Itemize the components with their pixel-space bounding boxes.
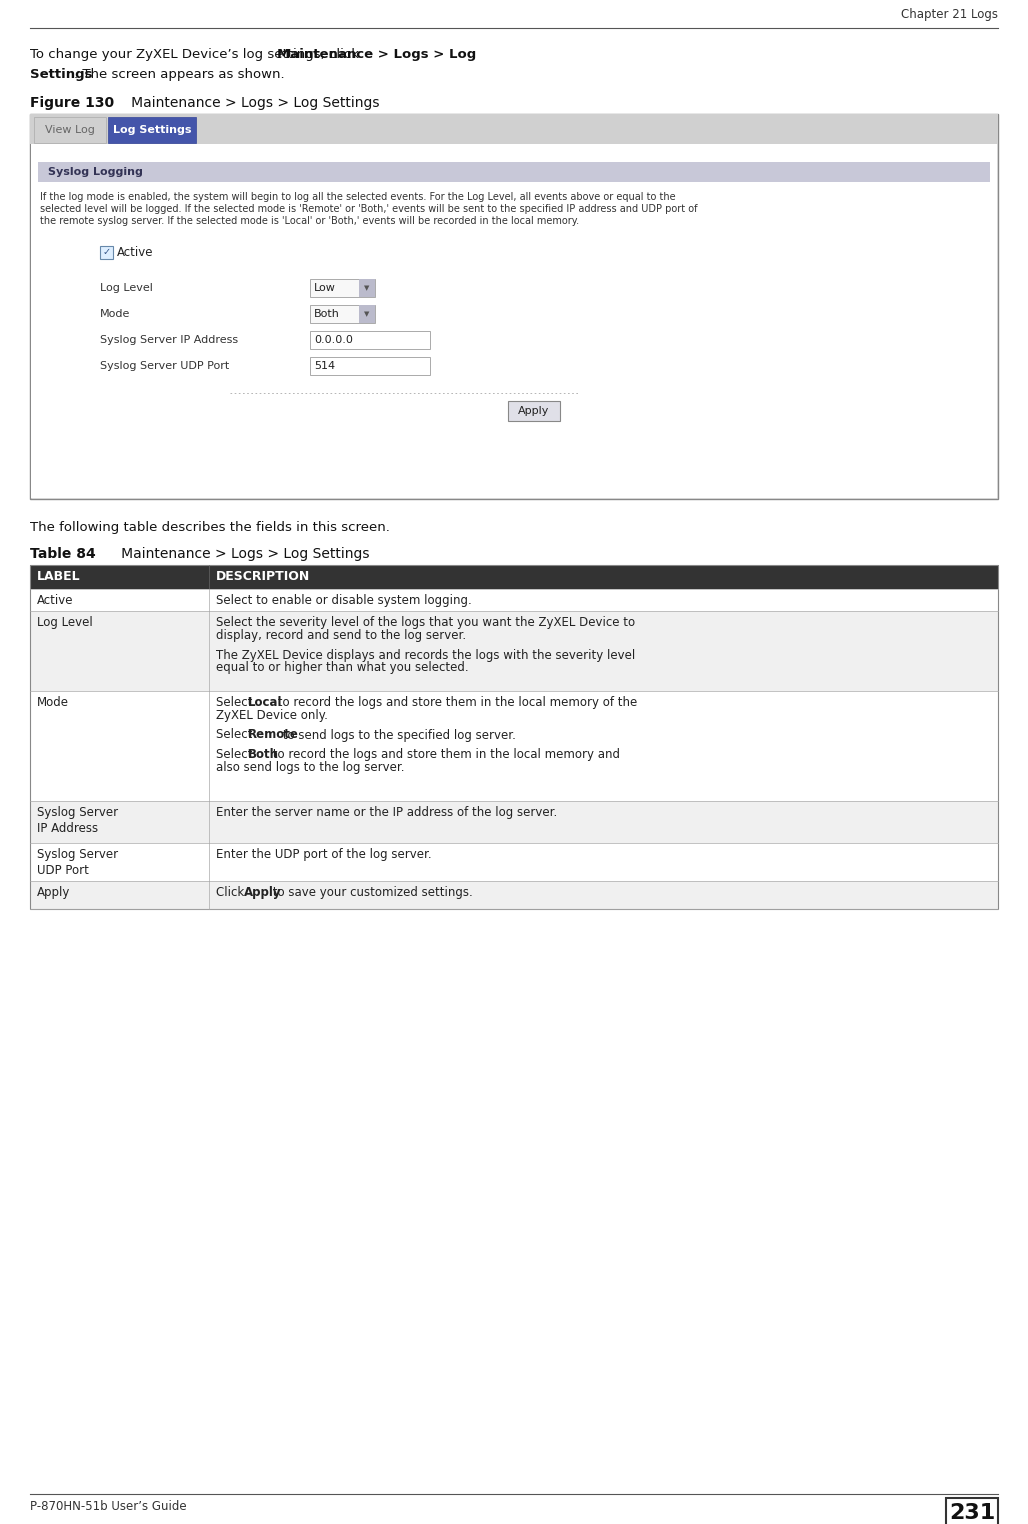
Text: Low: Low	[314, 283, 336, 293]
Bar	[359, 305, 375, 323]
Text: to record the logs and store them in the local memory of the: to record the logs and store them in the…	[273, 696, 637, 709]
Text: Click: Click	[216, 885, 248, 899]
Text: Select: Select	[216, 728, 256, 742]
Bar	[946, 1498, 998, 1524]
Bar	[310, 331, 430, 349]
Text: . The screen appears as shown.: . The screen appears as shown.	[74, 69, 285, 81]
Text: Maintenance > Logs > Log: Maintenance > Logs > Log	[277, 47, 476, 61]
Text: View Log: View Log	[45, 125, 95, 136]
Bar	[30, 843, 998, 881]
Text: the remote syslog server. If the selected mode is 'Local' or 'Both,' events will: the remote syslog server. If the selecte…	[40, 216, 579, 226]
Text: Apply: Apply	[518, 405, 550, 416]
Bar	[108, 117, 196, 143]
Bar	[310, 279, 375, 297]
Text: P-870HN-51b User’s Guide: P-870HN-51b User’s Guide	[30, 1500, 187, 1513]
Text: Both: Both	[248, 748, 280, 760]
Text: Log Level: Log Level	[100, 283, 153, 293]
Text: Both: Both	[314, 309, 340, 319]
Text: Settings: Settings	[30, 69, 93, 81]
Text: Log Level: Log Level	[37, 616, 93, 629]
Text: equal to or higher than what you selected.: equal to or higher than what you selecte…	[216, 661, 469, 675]
Text: selected level will be logged. If the selected mode is 'Remote' or 'Both,' event: selected level will be logged. If the se…	[40, 204, 698, 213]
Bar	[30, 114, 998, 498]
Bar	[508, 401, 560, 421]
Text: Syslog Server
UDP Port: Syslog Server UDP Port	[37, 847, 118, 876]
Text: LABEL: LABEL	[37, 570, 80, 584]
Text: Mode: Mode	[100, 309, 131, 319]
Bar	[30, 611, 998, 690]
Text: also send logs to the log server.: also send logs to the log server.	[216, 760, 405, 774]
Text: Remote: Remote	[248, 728, 299, 742]
Text: ▼: ▼	[364, 311, 370, 317]
Text: Apply: Apply	[37, 885, 70, 899]
Text: Syslog Logging: Syslog Logging	[48, 168, 143, 177]
Text: Syslog Server IP Address: Syslog Server IP Address	[100, 335, 238, 344]
Bar	[30, 114, 998, 143]
Text: Local: Local	[248, 696, 283, 709]
Text: The following table describes the fields in this screen.: The following table describes the fields…	[30, 521, 390, 533]
Bar	[30, 881, 998, 908]
Text: Chapter 21 Logs: Chapter 21 Logs	[901, 8, 998, 21]
Text: ▼: ▼	[364, 285, 370, 291]
Bar	[34, 117, 106, 143]
Bar	[30, 565, 998, 588]
Text: Active: Active	[37, 594, 73, 607]
Bar	[310, 357, 430, 375]
Text: 231: 231	[949, 1503, 995, 1522]
Text: Select: Select	[216, 748, 256, 760]
Text: display, record and send to the log server.: display, record and send to the log serv…	[216, 629, 467, 642]
Text: Maintenance > Logs > Log Settings: Maintenance > Logs > Log Settings	[118, 96, 379, 110]
Bar	[30, 690, 998, 802]
Bar	[310, 305, 375, 323]
Text: to record the logs and store them in the local memory and: to record the logs and store them in the…	[268, 748, 620, 760]
Text: If the log mode is enabled, the system will begin to log all the selected events: If the log mode is enabled, the system w…	[40, 192, 675, 203]
Text: 514: 514	[314, 361, 335, 370]
Text: 0.0.0.0: 0.0.0.0	[314, 335, 353, 344]
Text: Active: Active	[117, 245, 153, 259]
Bar	[38, 162, 990, 181]
Bar	[30, 588, 998, 611]
Text: Syslog Server
IP Address: Syslog Server IP Address	[37, 806, 118, 835]
Text: Maintenance > Logs > Log Settings: Maintenance > Logs > Log Settings	[108, 547, 369, 561]
Bar	[31, 143, 997, 498]
Text: to save your customized settings.: to save your customized settings.	[269, 885, 473, 899]
Text: The ZyXEL Device displays and records the logs with the severity level: The ZyXEL Device displays and records th…	[216, 649, 635, 661]
Text: Mode: Mode	[37, 696, 69, 709]
Text: Figure 130: Figure 130	[30, 96, 114, 110]
Text: Syslog Server UDP Port: Syslog Server UDP Port	[100, 361, 229, 370]
Text: Select to enable or disable system logging.: Select to enable or disable system loggi…	[216, 594, 472, 607]
Text: DESCRIPTION: DESCRIPTION	[216, 570, 310, 584]
Text: To change your ZyXEL Device’s log settings, click: To change your ZyXEL Device’s log settin…	[30, 47, 363, 61]
Bar	[30, 802, 998, 843]
Text: ZyXEL Device only.: ZyXEL Device only.	[216, 709, 328, 722]
Text: to send logs to the specified log server.: to send logs to the specified log server…	[279, 728, 516, 742]
Text: Select: Select	[216, 696, 256, 709]
Text: Apply: Apply	[244, 885, 281, 899]
Bar	[30, 565, 998, 908]
Text: Table 84: Table 84	[30, 547, 96, 561]
Bar	[30, 565, 998, 588]
Bar	[100, 245, 113, 259]
Text: ✓: ✓	[103, 247, 111, 258]
Bar	[359, 279, 375, 297]
Text: Enter the UDP port of the log server.: Enter the UDP port of the log server.	[216, 847, 432, 861]
Text: Select the severity level of the logs that you want the ZyXEL Device to: Select the severity level of the logs th…	[216, 616, 635, 629]
Text: Enter the server name or the IP address of the log server.: Enter the server name or the IP address …	[216, 806, 557, 818]
Text: Log Settings: Log Settings	[113, 125, 191, 136]
